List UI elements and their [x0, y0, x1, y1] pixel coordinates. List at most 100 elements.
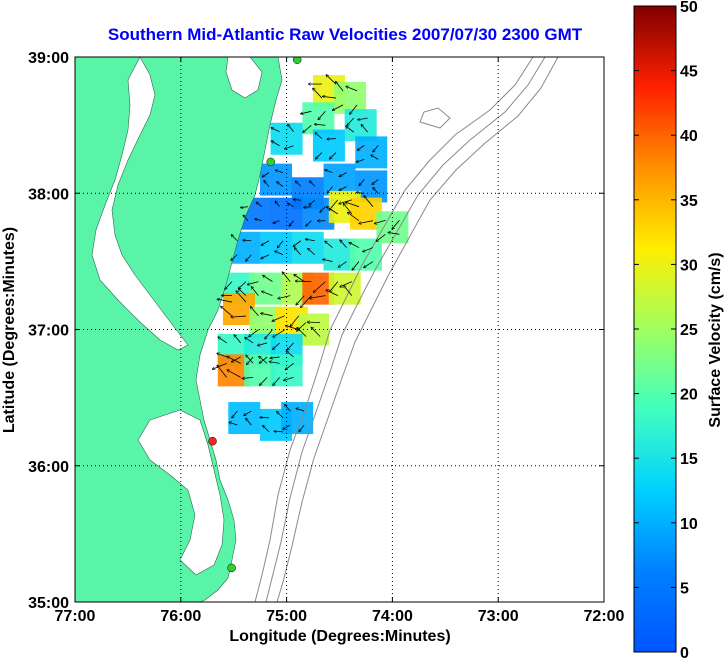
chesapeake-bay	[91, 57, 189, 351]
radar-station-marker	[266, 157, 275, 167]
colorbar-tick-label: 50	[680, 0, 698, 16]
velocity-arrow	[275, 201, 280, 207]
velocity-cell	[260, 163, 293, 196]
velocity-arrow	[261, 313, 273, 317]
velocity-arrow	[373, 188, 379, 194]
velocity-arrow	[347, 117, 354, 125]
velocity-arrow	[296, 295, 305, 305]
velocity-vectors	[212, 75, 400, 432]
velocity-arrow	[227, 370, 241, 378]
velocity-arrow	[327, 139, 336, 140]
velocity-arrow	[278, 295, 291, 299]
velocity-arrow	[376, 233, 386, 241]
velocity-arrow	[273, 329, 286, 337]
velocity-cell	[323, 163, 356, 196]
velocity-cell	[228, 402, 261, 435]
velocity-arrow	[340, 240, 347, 248]
velocity-arrow	[347, 212, 360, 222]
radar-station-marker	[208, 436, 217, 446]
velocity-arrow	[271, 128, 280, 133]
velocity-cell	[334, 81, 367, 114]
velocity-arrow	[218, 337, 227, 344]
velocity-arrow	[326, 290, 338, 296]
velocity-arrow	[231, 254, 238, 261]
velocity-arrow	[373, 145, 379, 152]
y-axis-label: Latitude (Degrees:Minutes)	[1, 227, 18, 433]
velocity-arrow	[330, 152, 337, 159]
velocity-arrow	[320, 206, 326, 213]
colorbar-label: Surface Velocity (cm/s)	[707, 252, 724, 427]
velocity-arrow	[364, 196, 374, 207]
velocity-arrow	[217, 299, 233, 303]
y-tick-label: 38:00	[28, 186, 69, 203]
velocity-arrow	[236, 291, 247, 303]
velocity-arrow	[277, 240, 284, 248]
velocity-arrow	[326, 207, 339, 215]
velocity-arrow	[263, 275, 273, 282]
bathymetry-contour	[254, 57, 534, 602]
x-tick-label: 73:00	[478, 608, 519, 625]
velocity-arrow	[244, 410, 252, 415]
velocity-arrow	[358, 117, 368, 120]
velocity-arrow	[301, 110, 312, 114]
velocity-arrow	[350, 104, 358, 114]
velocity-arrow	[327, 186, 333, 193]
bathymetry-contour	[265, 57, 546, 602]
velocity-arrow	[364, 261, 374, 268]
y-axis-ticks: 39:00 38:00 37:00 36:00 35:00	[28, 50, 604, 612]
velocity-arrow	[285, 404, 291, 412]
velocity-arrow	[294, 248, 302, 256]
velocity-arrow	[306, 220, 312, 226]
y-tick-label: 37:00	[28, 323, 69, 340]
velocity-arrow	[340, 281, 352, 287]
velocity-arrow	[275, 251, 284, 256]
velocity-arrow	[297, 328, 307, 337]
velocity-arrow	[299, 424, 305, 432]
x-tick-label: 76:00	[160, 608, 201, 625]
velocity-arrow	[273, 220, 280, 223]
velocity-arrow	[260, 377, 268, 385]
velocity-arrow	[295, 281, 312, 282]
velocity-arrow	[275, 170, 284, 174]
velocity-arrow	[308, 248, 316, 256]
velocity-arrow	[309, 199, 316, 205]
velocity-arrow	[242, 377, 254, 378]
velocity-arrow	[363, 247, 374, 252]
velocity-cell	[281, 402, 314, 435]
velocity-arrow	[392, 220, 400, 229]
velocity-arrow	[246, 418, 252, 426]
velocity-arrow	[325, 170, 333, 173]
colorbar-tick-label: 45	[680, 64, 698, 81]
velocity-arrow	[361, 124, 368, 133]
velocity-arrow	[323, 259, 333, 262]
velocity-arrow	[227, 356, 241, 364]
velocity-arrow	[243, 215, 249, 221]
colorbar-tick-label: 30	[680, 257, 698, 274]
velocity-arrow	[330, 281, 339, 292]
velocity-cell	[355, 136, 388, 169]
x-tick-label: 77:00	[55, 608, 96, 625]
velocity-arrow	[274, 431, 284, 432]
velocity-arrow	[287, 203, 294, 208]
y-tick-label: 35:00	[28, 595, 69, 612]
velocity-arrow	[388, 232, 400, 235]
velocity-arrow	[313, 281, 326, 293]
velocity-arrow	[310, 181, 316, 187]
velocity-arrow	[234, 335, 242, 344]
x-tick-label: 74:00	[372, 608, 413, 625]
velocity-arrow	[232, 410, 238, 418]
radar-station-marker	[227, 563, 236, 573]
velocity-arrow	[346, 86, 358, 92]
velocity-arrow	[257, 342, 268, 346]
pamlico-sound	[137, 409, 225, 576]
velocity-arrow	[270, 357, 280, 358]
velocity-arrow	[264, 180, 270, 187]
velocity-arrow	[249, 329, 259, 337]
velocity-arrow	[316, 152, 323, 159]
x-tick-label: 72:00	[584, 608, 625, 625]
x-axis-ticks: 77:00 76:00 75:00 74:00 73:00 72:00	[55, 57, 625, 625]
colorbar-tick-label: 5	[680, 580, 689, 597]
velocity-arrow	[314, 124, 326, 125]
